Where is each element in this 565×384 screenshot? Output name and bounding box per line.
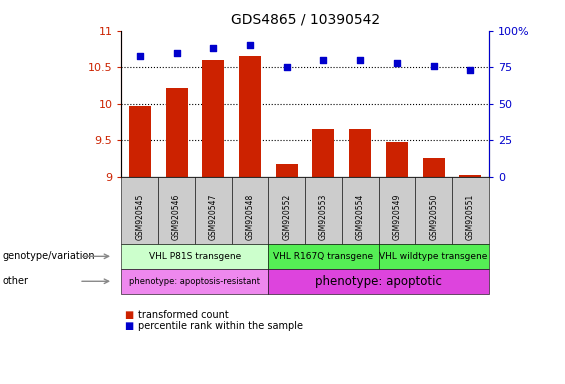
Text: VHL R167Q transgene: VHL R167Q transgene	[273, 252, 373, 261]
Point	[319, 57, 328, 63]
Bar	[423, 158, 445, 177]
Text: GSM920552: GSM920552	[282, 194, 291, 240]
Text: ■: ■	[124, 321, 133, 331]
Text: VHL P81S transgene: VHL P81S transgene	[149, 252, 241, 261]
Point	[172, 50, 181, 56]
Point	[392, 60, 401, 66]
Text: percentile rank within the sample: percentile rank within the sample	[138, 321, 303, 331]
Text: ■: ■	[124, 310, 133, 320]
Text: transformed count: transformed count	[138, 310, 229, 320]
Title: GDS4865 / 10390542: GDS4865 / 10390542	[231, 13, 380, 27]
Text: GSM920551: GSM920551	[466, 194, 475, 240]
Text: genotype/variation: genotype/variation	[3, 251, 95, 262]
Text: GSM920545: GSM920545	[136, 194, 144, 240]
Bar	[312, 129, 334, 177]
Bar	[129, 106, 151, 177]
Text: GSM920554: GSM920554	[356, 194, 364, 240]
Text: phenotype: apoptotic: phenotype: apoptotic	[315, 275, 442, 288]
Text: GSM920550: GSM920550	[429, 194, 438, 240]
Bar	[349, 129, 371, 177]
Text: GSM920553: GSM920553	[319, 194, 328, 240]
Text: GSM920547: GSM920547	[209, 194, 218, 240]
Bar	[276, 164, 298, 177]
Text: VHL wildtype transgene: VHL wildtype transgene	[380, 252, 488, 261]
Bar	[166, 88, 188, 177]
Text: phenotype: apoptosis-resistant: phenotype: apoptosis-resistant	[129, 277, 260, 286]
Point	[356, 57, 365, 63]
Bar	[459, 175, 481, 177]
Bar	[202, 60, 224, 177]
Text: GSM920546: GSM920546	[172, 194, 181, 240]
Point	[466, 67, 475, 73]
Point	[282, 64, 292, 70]
Text: GSM920548: GSM920548	[246, 194, 254, 240]
Bar	[239, 56, 261, 177]
Text: other: other	[3, 276, 29, 286]
Bar	[386, 142, 408, 177]
Point	[136, 53, 145, 59]
Point	[429, 63, 438, 69]
Point	[245, 42, 254, 48]
Text: GSM920549: GSM920549	[393, 194, 401, 240]
Point	[209, 45, 218, 51]
